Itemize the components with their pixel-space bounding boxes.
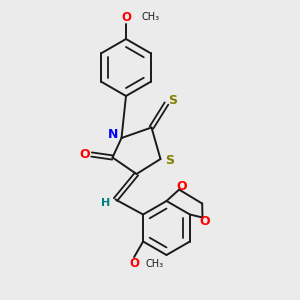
- Text: N: N: [108, 128, 118, 142]
- Text: H: H: [101, 197, 110, 208]
- Text: CH₃: CH₃: [146, 259, 164, 269]
- Text: S: S: [169, 94, 178, 107]
- Text: O: O: [80, 148, 90, 161]
- Text: S: S: [165, 154, 174, 167]
- Text: O: O: [200, 214, 210, 228]
- Text: CH₃: CH₃: [142, 12, 160, 22]
- Text: O: O: [121, 11, 131, 24]
- Text: O: O: [176, 179, 187, 193]
- Text: O: O: [129, 257, 139, 270]
